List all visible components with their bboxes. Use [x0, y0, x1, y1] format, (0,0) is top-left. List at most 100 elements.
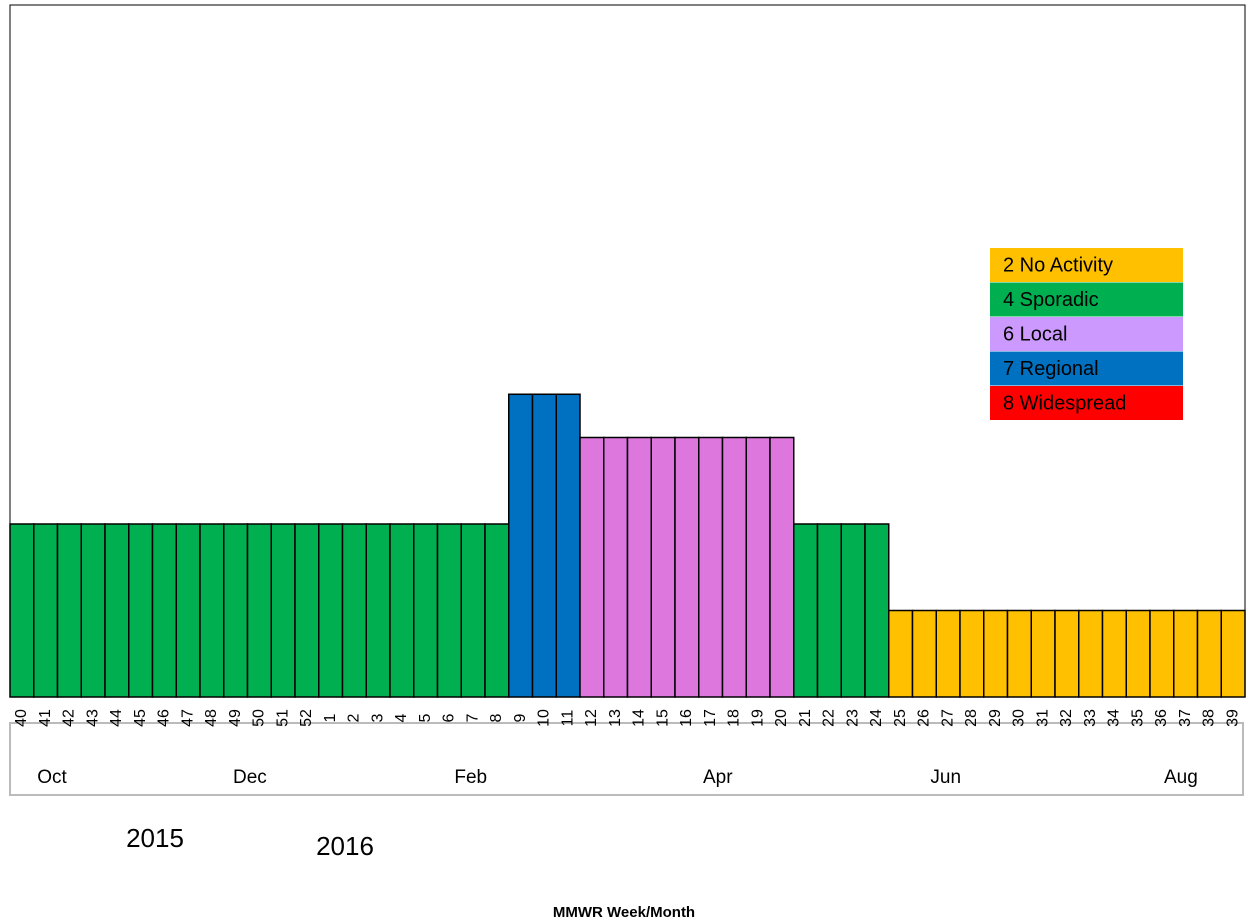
bar [318, 523, 344, 698]
bar [104, 523, 130, 698]
legend-swatch [990, 386, 1183, 420]
x-tick-label: 4 [393, 713, 410, 722]
bar [745, 436, 771, 698]
bar [531, 393, 557, 698]
x-tick-label: 37 [1177, 709, 1194, 727]
year-label: 2016 [316, 831, 374, 861]
x-tick-label: 2 [346, 713, 363, 722]
x-tick-label: 28 [963, 709, 980, 727]
bar [246, 523, 272, 698]
bar [151, 523, 177, 698]
x-tick-label: 8 [488, 713, 505, 722]
x-tick-label: 44 [108, 709, 125, 727]
x-tick-label: 29 [987, 709, 1004, 727]
x-tick-label: 7 [464, 713, 481, 722]
bar [983, 609, 1009, 698]
x-tick-label: 25 [892, 709, 909, 727]
x-tick-label: 13 [607, 709, 624, 727]
legend-label: 6 Local [1003, 323, 1068, 345]
legend-swatch [990, 282, 1183, 317]
bar [555, 393, 581, 698]
month-label: Feb [454, 767, 487, 788]
bar [935, 609, 961, 698]
x-tick-label: 27 [939, 709, 956, 727]
plot-border [9, 4, 1246, 698]
bar [1101, 609, 1127, 698]
bar [626, 436, 652, 698]
x-tick-label: 16 [678, 709, 695, 727]
x-tick-label: 41 [37, 709, 54, 727]
legend-label: 4 Sporadic [1003, 289, 1099, 311]
x-tick-label: 30 [1011, 709, 1028, 727]
x-tick-label: 15 [654, 709, 671, 727]
bar [674, 436, 700, 698]
x-tick-label: 36 [1153, 709, 1170, 727]
bar [1054, 609, 1080, 698]
x-tick-label: 32 [1058, 709, 1075, 727]
x-tick-label: 12 [583, 709, 600, 727]
month-label: Aug [1164, 767, 1198, 788]
legend-label: 7 Regional [1003, 358, 1099, 380]
x-tick-label: 23 [844, 709, 861, 727]
bar [793, 523, 819, 698]
bar [603, 436, 629, 698]
x-tick-label: 33 [1082, 709, 1099, 727]
x-tick-label: 21 [797, 709, 814, 727]
legend-label: 2 No Activity [1003, 254, 1113, 276]
x-tick-label: 22 [821, 709, 838, 727]
bar [721, 436, 747, 698]
x-tick-label: 47 [179, 709, 196, 727]
bar [9, 523, 35, 698]
x-tick-label: 40 [13, 709, 30, 727]
bar [199, 523, 225, 698]
bar [128, 523, 154, 698]
month-label: Apr [703, 767, 733, 788]
x-tick-label: 51 [274, 709, 291, 727]
bar [1196, 609, 1222, 698]
x-tick-label: 19 [749, 709, 766, 727]
bar [769, 436, 795, 698]
month-label: Oct [37, 767, 67, 788]
bar [294, 523, 320, 698]
bar [223, 523, 249, 698]
x-tick-label: 6 [441, 713, 458, 722]
bar [1125, 609, 1151, 698]
bar [56, 523, 82, 698]
x-tick-label: 18 [726, 709, 743, 727]
x-tick-label: 3 [369, 713, 386, 722]
bar [389, 523, 415, 698]
x-tick-label: 5 [417, 713, 434, 722]
x-tick-label: 17 [702, 709, 719, 727]
x-tick-label: 49 [227, 709, 244, 727]
bar [911, 609, 937, 698]
x-tick-label: 14 [631, 709, 648, 727]
x-tick-label: 1 [322, 713, 339, 722]
legend-label: 8 Widespread [1003, 392, 1126, 414]
bar [816, 523, 842, 698]
x-tick-label: 52 [298, 709, 315, 727]
bar [1078, 609, 1104, 698]
month-label: Jun [930, 767, 961, 788]
x-tick-label: 38 [1201, 709, 1218, 727]
bar [864, 523, 890, 698]
x-tick-label: 9 [512, 713, 529, 722]
bar [175, 523, 201, 698]
bar [840, 523, 866, 698]
x-axis-title: MMWR Week/Month [553, 904, 695, 921]
legend-swatch [990, 248, 1183, 282]
x-tick-label: 31 [1034, 709, 1051, 727]
x-tick-label: 39 [1224, 709, 1241, 727]
bar [579, 436, 605, 698]
legend-swatch [990, 351, 1183, 386]
x-tick-label: 48 [203, 709, 220, 727]
bar [1006, 609, 1032, 698]
x-tick-label: 10 [536, 709, 553, 727]
bar [650, 436, 676, 698]
bar [33, 523, 59, 698]
bar [1149, 609, 1175, 698]
bar [959, 609, 985, 698]
bar [484, 523, 510, 698]
bar [698, 436, 724, 698]
x-tick-label: 42 [61, 709, 78, 727]
